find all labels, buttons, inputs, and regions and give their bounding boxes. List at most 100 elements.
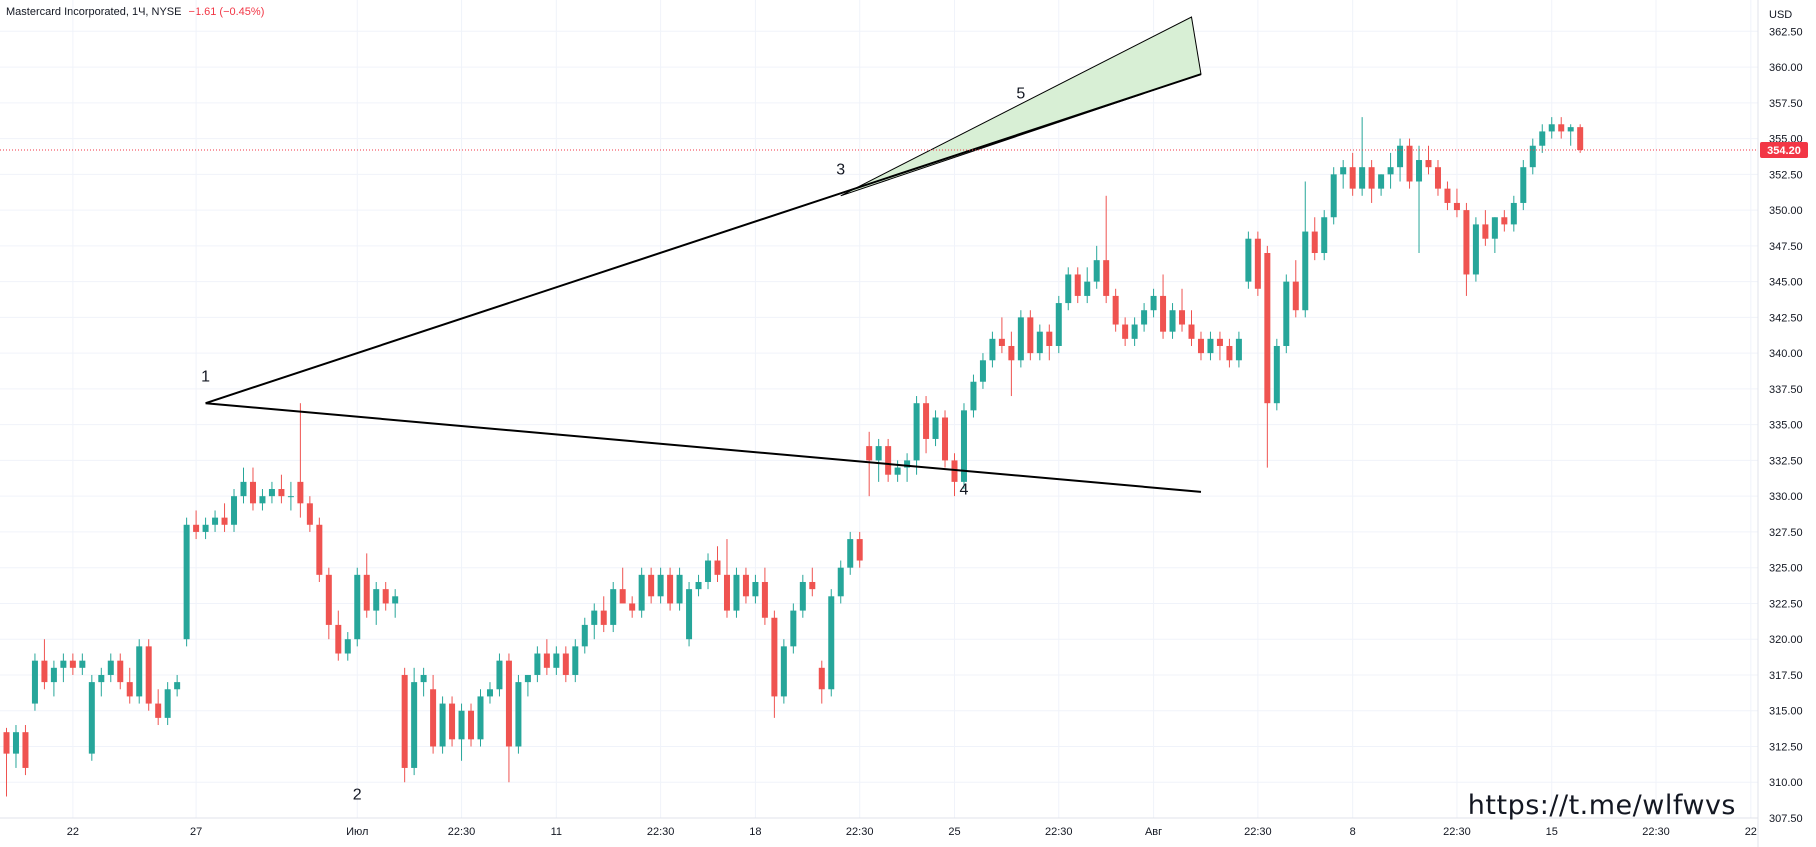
candle bbox=[50, 660, 57, 697]
candle bbox=[287, 481, 294, 511]
candle bbox=[60, 653, 67, 683]
candle-body bbox=[411, 682, 418, 768]
candle-body bbox=[278, 489, 285, 497]
candle-body bbox=[837, 567, 844, 597]
time-tick-label: 22:30 bbox=[647, 826, 675, 838]
candle bbox=[733, 567, 740, 618]
time-axis: 22 27 Июл 22:30 11 22:30 18 22:30 25 22:30 Авг 22:3… bbox=[0, 817, 1758, 838]
time-tick-label: 8 bbox=[1350, 826, 1356, 838]
candle-body bbox=[695, 581, 702, 590]
candle bbox=[117, 653, 124, 690]
candle bbox=[382, 581, 389, 611]
candle-body bbox=[524, 674, 531, 683]
candle-body bbox=[1302, 231, 1309, 311]
candle bbox=[3, 727, 10, 797]
candle-body bbox=[723, 574, 730, 611]
candle bbox=[932, 410, 939, 447]
candle-body bbox=[790, 610, 797, 647]
candle bbox=[1453, 188, 1460, 218]
candle bbox=[240, 467, 247, 504]
candle-body bbox=[1491, 217, 1498, 239]
time-tick-label: 22:30 bbox=[448, 826, 476, 838]
price-tick-label: 347.50 bbox=[1769, 241, 1803, 253]
candle-body bbox=[799, 581, 806, 611]
candle-body bbox=[1368, 167, 1375, 189]
last-price-label: 354.20 bbox=[1767, 145, 1801, 157]
candle bbox=[1406, 138, 1413, 189]
candle bbox=[847, 531, 854, 575]
candle-body bbox=[1406, 145, 1413, 182]
candle bbox=[1501, 210, 1508, 232]
candle bbox=[1321, 210, 1328, 261]
candle-body bbox=[1558, 124, 1565, 132]
candle-body bbox=[989, 338, 996, 361]
price-tick-label: 360.00 bbox=[1769, 62, 1803, 74]
candle bbox=[1169, 303, 1176, 339]
candle bbox=[136, 639, 143, 704]
candle-body bbox=[1084, 281, 1091, 296]
candle-body bbox=[1416, 160, 1423, 182]
candle-body bbox=[249, 481, 256, 504]
candle bbox=[1235, 331, 1242, 368]
candle-body bbox=[88, 682, 95, 754]
candle bbox=[686, 581, 693, 647]
candle bbox=[524, 674, 531, 697]
candle bbox=[325, 567, 332, 640]
time-tick-label: 22:30 bbox=[1045, 826, 1073, 838]
candle-body bbox=[866, 446, 873, 461]
candle bbox=[212, 510, 219, 532]
candle-body bbox=[1577, 127, 1584, 151]
candle bbox=[1122, 317, 1129, 346]
candle bbox=[411, 667, 418, 776]
candle bbox=[667, 567, 674, 611]
candle bbox=[723, 539, 730, 618]
candle bbox=[1008, 331, 1015, 397]
candle-body bbox=[742, 574, 749, 597]
price-tick-label: 340.00 bbox=[1769, 348, 1803, 360]
candle bbox=[1046, 324, 1053, 361]
candle bbox=[809, 567, 816, 597]
candle-body bbox=[468, 710, 475, 740]
candle-body bbox=[117, 660, 124, 683]
candle bbox=[572, 639, 579, 683]
candle bbox=[610, 581, 617, 633]
candle-body bbox=[1453, 202, 1460, 211]
candle bbox=[648, 567, 655, 604]
candle bbox=[1434, 160, 1441, 196]
candle bbox=[553, 646, 560, 675]
candle-body bbox=[1131, 324, 1138, 339]
candle bbox=[714, 546, 721, 582]
price-tick-label: 307.50 bbox=[1769, 813, 1803, 825]
candle bbox=[107, 653, 114, 683]
candle-body bbox=[1197, 338, 1204, 354]
candle bbox=[392, 589, 399, 618]
candle-body bbox=[1378, 174, 1385, 189]
candle-body bbox=[69, 660, 76, 668]
price-tick-label: 357.50 bbox=[1769, 98, 1803, 110]
candle-body bbox=[287, 496, 294, 498]
candle-body bbox=[268, 489, 275, 497]
candle-body bbox=[1226, 345, 1233, 361]
candle-body bbox=[1207, 338, 1214, 354]
candle-body bbox=[534, 653, 541, 675]
candle bbox=[1387, 152, 1394, 189]
candle bbox=[1027, 310, 1034, 361]
candle bbox=[1577, 124, 1584, 153]
candle bbox=[1292, 260, 1299, 318]
candle bbox=[657, 567, 664, 604]
candle-body bbox=[856, 539, 863, 561]
candle bbox=[904, 453, 911, 482]
candle bbox=[856, 531, 863, 568]
candle bbox=[1160, 274, 1167, 339]
price-tick-label: 342.50 bbox=[1769, 312, 1803, 324]
time-tick-label: 22:30 bbox=[1244, 826, 1272, 838]
candle bbox=[354, 567, 361, 647]
candle-body bbox=[629, 603, 636, 611]
candle bbox=[591, 603, 598, 640]
candle-body bbox=[1027, 317, 1034, 354]
symbol-title: Mastercard Incorporated, 1Ч, NYSE bbox=[6, 6, 182, 18]
price-tick-label: 310.00 bbox=[1769, 777, 1803, 789]
candle-body bbox=[1065, 274, 1072, 304]
candle bbox=[1197, 331, 1204, 361]
